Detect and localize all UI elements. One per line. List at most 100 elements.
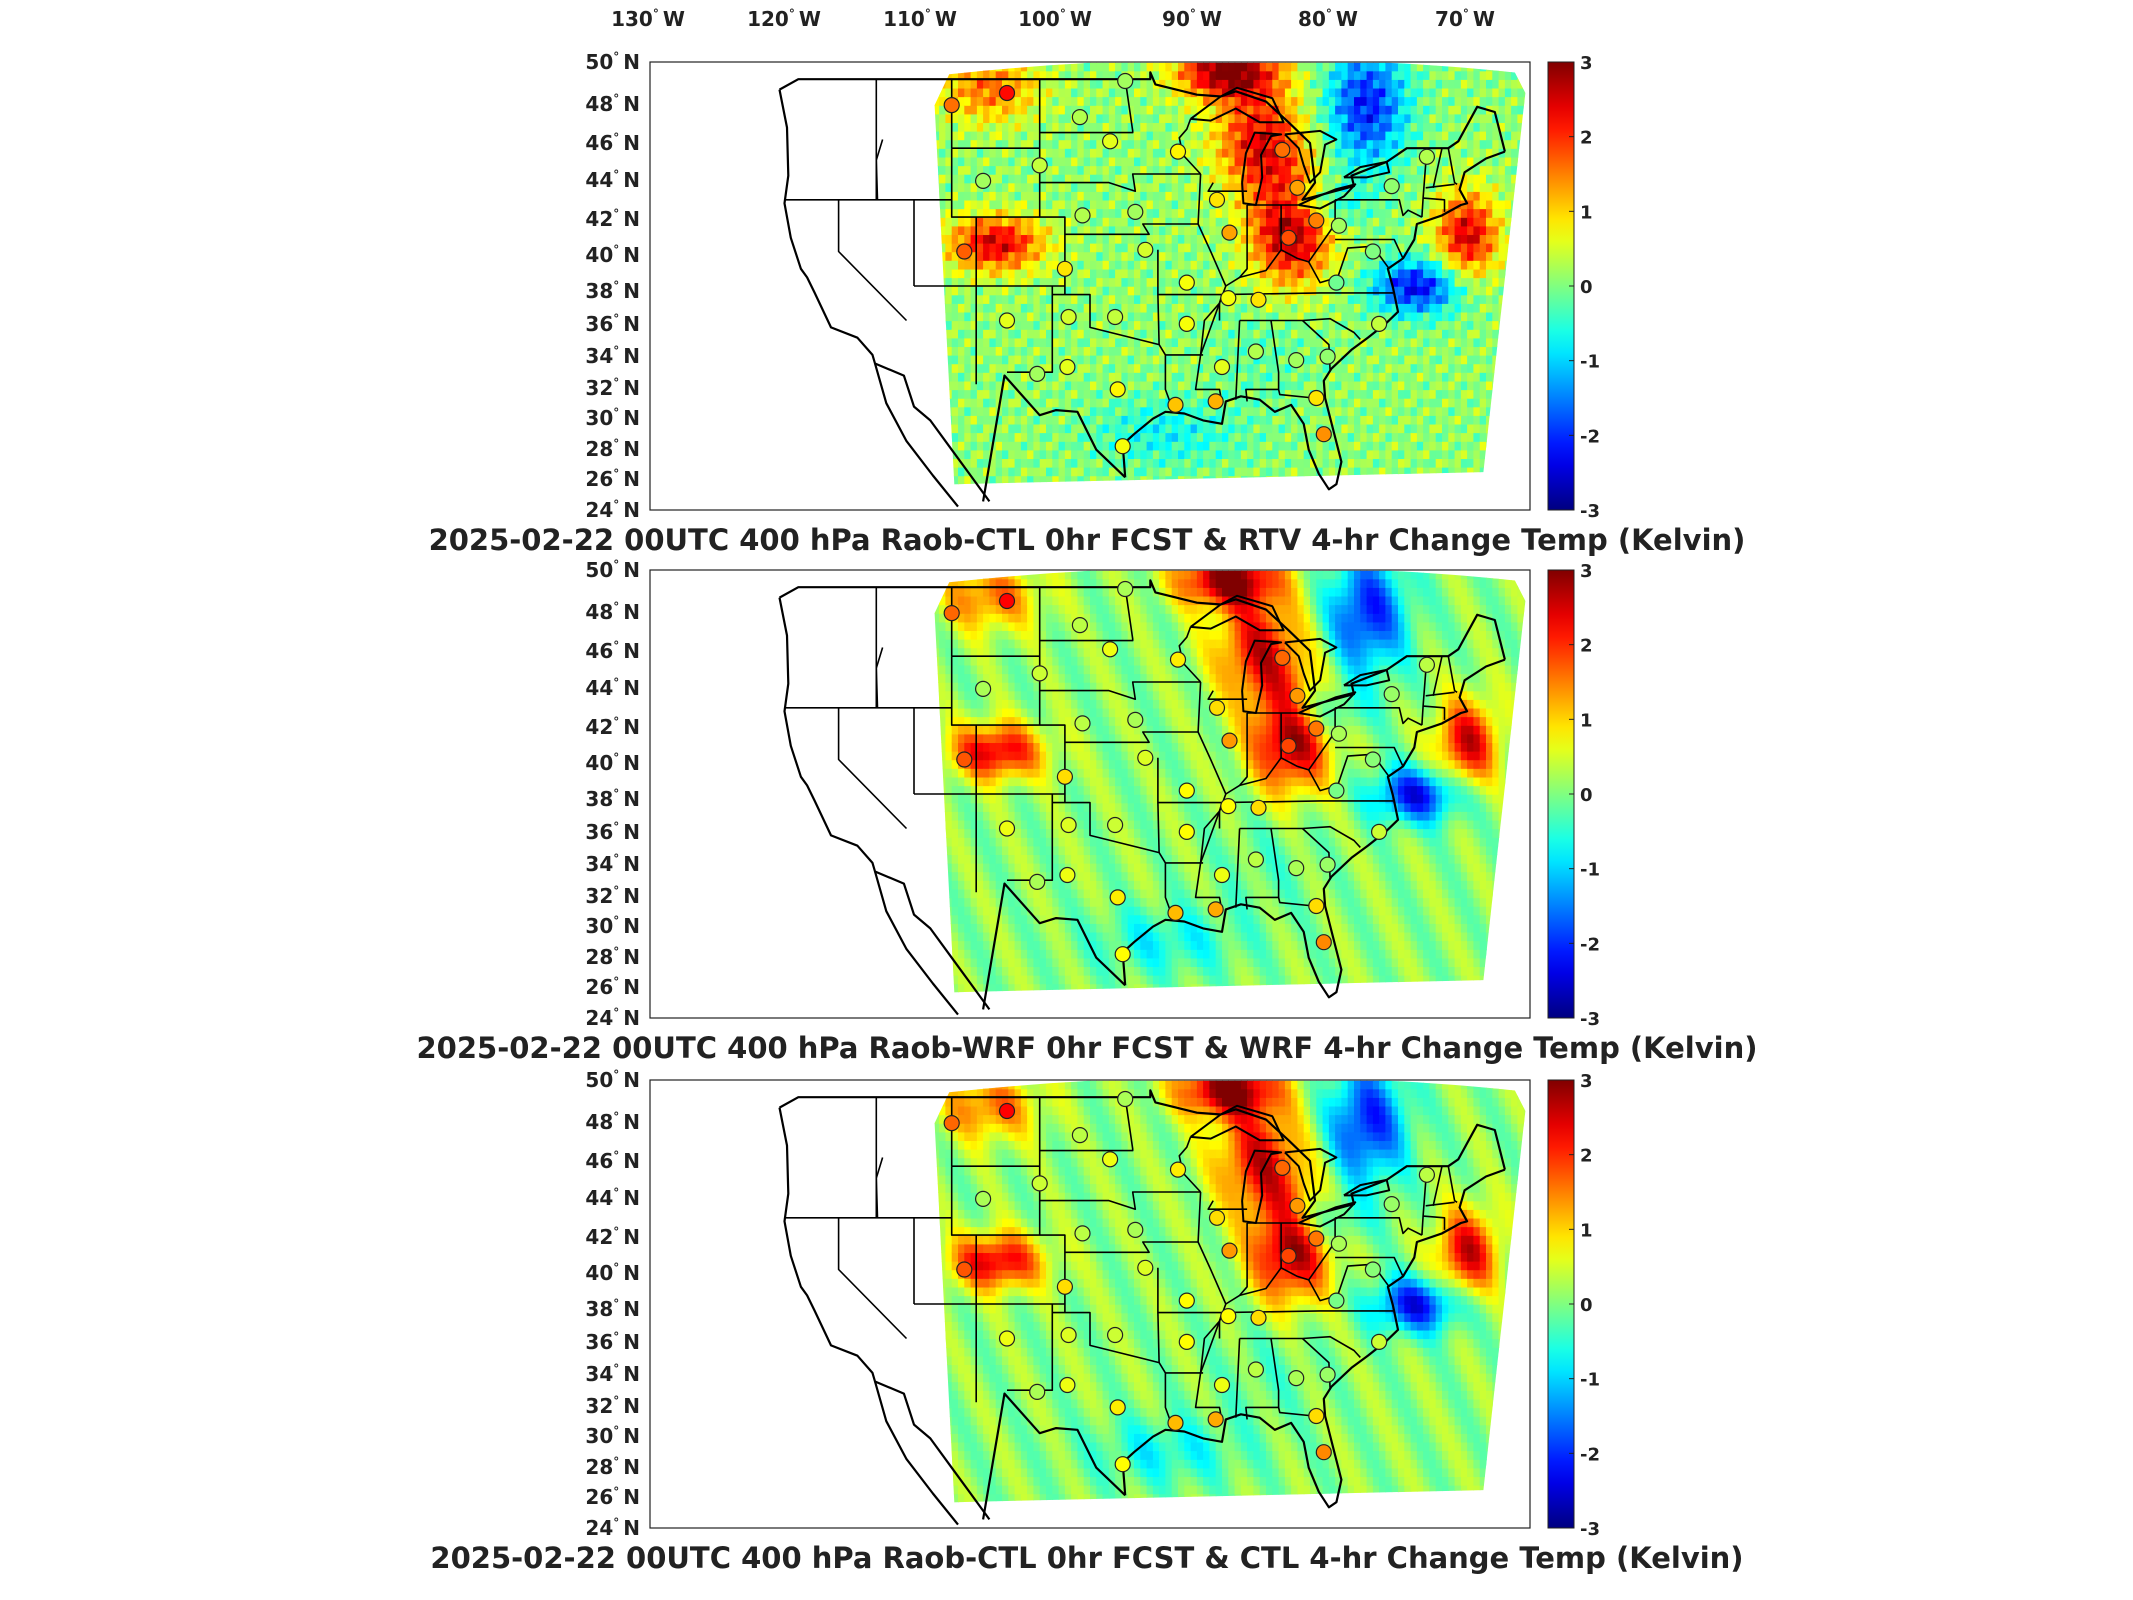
latitude-label: 48° N [585,1110,640,1134]
station-marker [1127,203,1144,220]
colorbar-tick-label: 2 [1580,128,1593,149]
station-marker [1370,315,1388,332]
coastline [982,374,1126,502]
station-marker [1178,823,1195,841]
latitude-label: 28° N [585,945,640,969]
station-marker [1031,1175,1048,1192]
latitude-label: 38° N [585,1297,640,1321]
station-marker [1280,1247,1297,1264]
station-marker [1106,308,1124,326]
latitude-label: 30° N [585,406,640,430]
lake-outline [1284,637,1338,692]
state-border [1447,656,1458,693]
latitude-label: 36° N [585,820,640,844]
station-marker [1169,143,1187,160]
station-marker [1114,946,1131,963]
station-marker [1060,816,1077,834]
station-marker [1031,665,1048,682]
state-border [1235,1338,1241,1418]
state-border [1157,802,1160,853]
state-border [837,1217,908,1340]
station-marker [943,1114,960,1132]
state-border [1194,681,1227,912]
latitude-label: 28° N [585,437,640,461]
state-border [875,139,884,200]
lake-outline [1241,1149,1283,1224]
station-marker [1060,1326,1077,1344]
station-marker [1330,217,1348,234]
station-marker [943,604,960,622]
state-border [1225,713,1248,795]
station-marker [1274,1159,1291,1177]
map-panel: 50° N 48° N 46° N 44° N 42° N 40° N 38° N 36° N 34° N 32° N… [416,558,1757,1065]
station-marker [1178,1292,1195,1309]
latitude-label: 48° N [585,600,640,624]
colorbar-tick-label: 0 [1580,277,1593,298]
station-marker [998,592,1016,610]
station-marker [1247,851,1265,868]
latitude-labels: 50° N 48° N 46° N 44° N 42° N 40° N 38° N 36° N 34° N 32° N… [585,50,640,522]
latitude-label: 50° N [585,1068,640,1092]
station-marker [1029,365,1046,382]
state-border [1039,1191,1201,1210]
state-border [837,707,908,830]
station-marker [1315,426,1332,443]
colorbar-tick-label: 3 [1580,1071,1593,1092]
latitude-label: 36° N [585,1330,640,1354]
station-marker [1056,260,1074,277]
colorbar-tick-label: 3 [1580,53,1593,74]
latitude-label: 30° N [585,1424,640,1448]
latitude-label: 50° N [585,558,640,582]
latitude-label: 28° N [585,1455,640,1479]
station-marker [1288,859,1305,877]
panel-title: 2025-02-22 00UTC 400 hPa Raob-CTL 0hr FC… [430,1541,1743,1575]
state-boundaries [778,1089,1506,1526]
longitude-label: 110° W [883,7,957,31]
station-marker [1213,1376,1231,1394]
coastline [873,363,959,508]
station-marker [1383,1195,1400,1213]
station-marker [998,1102,1016,1120]
station-marker [1117,1090,1134,1108]
state-border [1199,1320,1221,1373]
state-border [1235,320,1241,400]
station-marker [1167,1414,1184,1432]
latitude-label: 26° N [585,1485,640,1509]
station-marker [1213,866,1231,884]
station-marker [1328,274,1345,291]
state-border [1039,79,1134,134]
station-marker [1221,224,1238,241]
station-marker [1221,1242,1238,1259]
state-border [1425,1201,1455,1207]
station-marker [1418,1166,1436,1183]
colorbar-tick-label: -2 [1580,426,1600,447]
station-marker [1208,1209,1226,1226]
state-border [1425,183,1455,189]
lake-outline [1343,1178,1391,1197]
state-border [1447,148,1458,185]
colorbar-tick-label: -1 [1580,860,1600,881]
station-marker [1328,782,1345,799]
station-marker [1208,191,1226,208]
lake-outline [1241,639,1283,714]
station-marker [1031,157,1048,174]
station-marker [1060,308,1077,326]
state-border [1064,223,1199,236]
station-marker [1308,897,1325,915]
map-frame [649,569,1531,1019]
coastline [778,579,1506,709]
coastline [1121,1168,1506,1509]
station-marker [1220,797,1237,815]
coastline [1121,658,1506,999]
state-border [1335,707,1423,726]
state-border [1239,757,1282,787]
station-marker [1330,725,1348,742]
latitude-label: 32° N [585,1394,640,1418]
latitude-label: 24° N [585,1516,640,1540]
state-border [1335,199,1423,218]
station-marker [1221,732,1238,749]
lake-outline [1190,594,1285,632]
state-border [1432,656,1443,696]
latitude-label: 32° N [585,376,640,400]
longitude-label: 70° W [1435,7,1495,31]
